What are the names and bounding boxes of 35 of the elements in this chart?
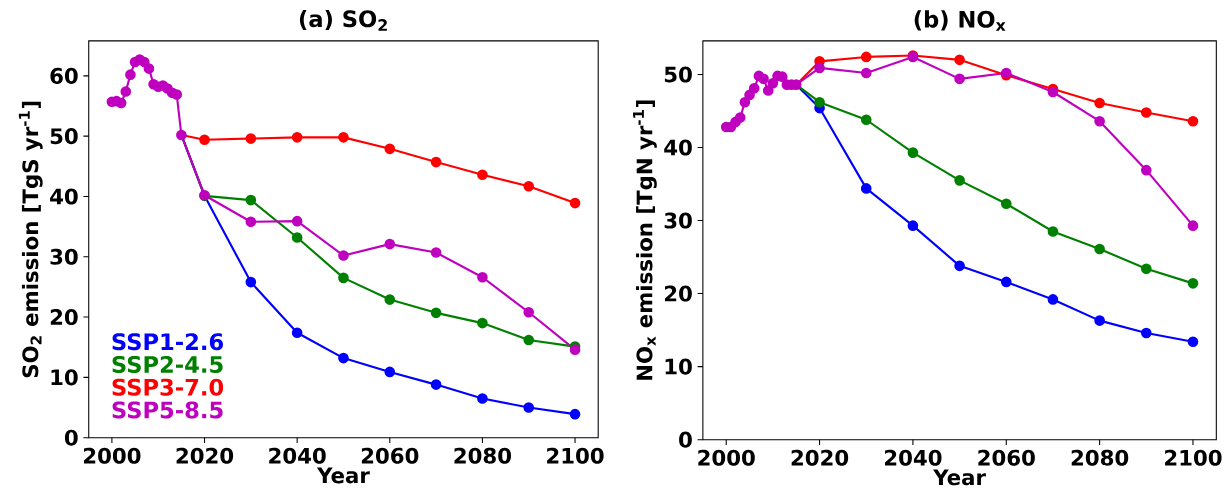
y-tick-label: 50 — [50, 127, 78, 144]
x-tick-label: 2000 — [83, 447, 141, 464]
y-tick-label: 60 — [50, 67, 78, 84]
x-axis-title: Year — [933, 469, 986, 486]
y-tick-label: 10 — [665, 358, 692, 375]
x-tick-label: 2040 — [885, 449, 942, 466]
chart-title: (b) NO$_{x}$ — [914, 10, 1006, 31]
x-tick-label: 2020 — [791, 449, 849, 466]
text: SSP3-7.0 — [112, 378, 224, 396]
y-axis-title: NO$_{x}$ emission [TgN yr$^{-1}$] — [633, 100, 657, 380]
x-tick-label: 2040 — [269, 447, 326, 464]
y-tick-label: 20 — [50, 308, 78, 325]
text: SSP2-4.5 — [112, 355, 223, 373]
y-tick-label: 40 — [664, 139, 692, 156]
x-tick-label: 2100 — [547, 447, 604, 464]
y-tick-label: 30 — [50, 248, 78, 265]
y-tick-label: 10 — [51, 369, 78, 386]
x-tick-label: 2080 — [454, 447, 511, 464]
x-tick-label: 2100 — [1165, 449, 1222, 466]
y-tick-label: 50 — [664, 66, 692, 83]
text: SSP5-8.5 — [112, 401, 223, 419]
x-tick-label: 2080 — [1071, 449, 1129, 466]
x-tick-label: 2060 — [978, 449, 1035, 466]
x-tick-label: 2060 — [361, 447, 419, 464]
text: SSP1-2.6 — [112, 332, 223, 351]
y-tick-label: 0 — [64, 429, 78, 446]
y-tick-label: 30 — [664, 212, 692, 229]
x-axis-title: Year — [316, 467, 370, 484]
x-tick-label: 2000 — [698, 449, 755, 466]
y-axis-title: SO$_{2}$ emission [TgS yr$^{-1}$] — [18, 101, 43, 377]
y-tick-label: 20 — [664, 285, 692, 302]
y-tick-label: 0 — [679, 431, 692, 448]
chart-title: (a) SO$_{2}$ — [299, 9, 387, 31]
x-tick-label: 2020 — [176, 447, 234, 464]
y-tick-label: 40 — [50, 188, 78, 205]
